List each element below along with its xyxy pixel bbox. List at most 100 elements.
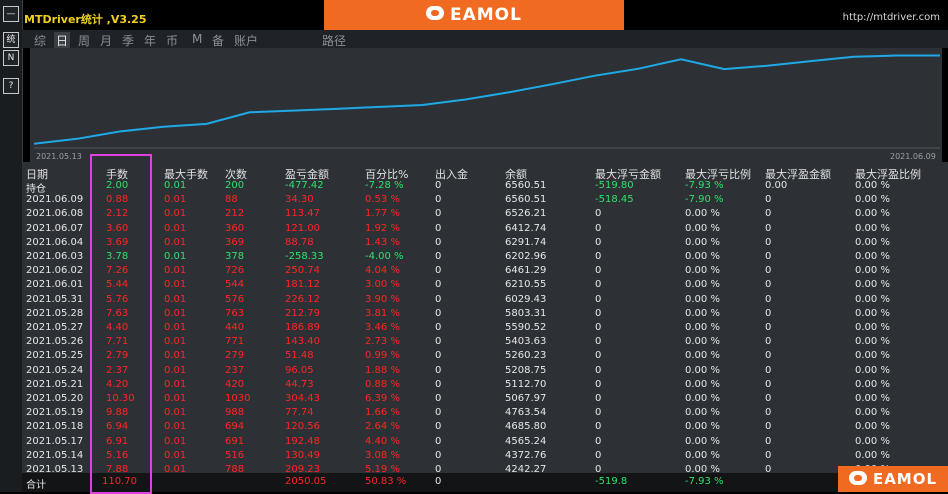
header-max-lots[interactable]: 最大手数 [164,168,208,181]
total-lots: 110.70 [102,476,137,487]
header-pnl[interactable]: 盈亏金额 [285,168,329,181]
cell-lots: 9.88 [106,407,129,419]
cell-date: 2021.05.28 [26,307,84,319]
cell-max-float-profit-pct: 0.00 % [855,350,890,362]
tab-day[interactable]: 日 [54,32,71,49]
cell-max-float-loss: 0 [595,336,602,348]
n-button[interactable]: N [3,50,19,66]
cell-count: 420 [225,378,245,390]
cell-pnl: 51.48 [285,350,314,362]
tab-year[interactable]: 年 [144,34,157,48]
cell-pnl: 186.89 [285,322,320,333]
cell-balance: 6291.74 [505,236,547,248]
header-pct[interactable]: 百分比% [365,168,409,181]
cell-max-lots: 0.01 [164,322,187,333]
cell-max-float-profit-pct: 0.00 % [855,336,890,348]
header-balance[interactable]: 余额 [505,168,527,181]
cell-max-float-loss: 0 [595,350,602,362]
stats-button[interactable]: 统 [3,32,19,48]
cell-pnl: 226.12 [285,293,320,305]
cell-date: 2021.06.04 [26,236,84,248]
cell-max-float-loss-pct: 0.00 % [685,208,720,220]
cell-io: 0 [435,293,442,305]
cell-max-float-profit-pct: 0.00 % [855,265,890,277]
cell-lots: 4.20 [106,378,129,390]
cell-max-float-profit-pct: 0.00 % [855,236,890,248]
cell-count: 516 [225,449,245,461]
cell-max-float-profit-pct: 0.00 % [855,208,890,220]
cell-count: 212 [225,208,245,220]
cell-max-float-loss: 0 [595,435,602,447]
cell-count: 726 [225,265,245,277]
help-button[interactable]: ? [3,78,19,94]
cell-max-float-loss: 0 [595,449,602,461]
cell-balance: 4763.54 [505,407,547,419]
cell-max-lots: 0.01 [164,336,187,348]
cell-max-float-profit-pct: 0.00 % [855,364,890,376]
cell-max-float-profit-pct: 0.00 % [855,393,890,404]
chart-start-date: 2021.05.13 [36,152,82,161]
header-max-float-loss[interactable]: 最大浮亏金额 [595,168,661,181]
cell-pnl: 250.74 [285,265,320,277]
cell-lots: 3.78 [106,251,129,262]
cell-max-float-loss-pct: 0.00 % [685,265,720,277]
cell-max-float-loss: 0 [595,393,602,404]
tab-overview[interactable]: 综 [34,34,47,48]
cell-balance: 5112.70 [505,378,547,390]
cell-max-float-profit: 0 [765,449,772,461]
cell-date: 2021.05.13 [26,464,84,475]
cell-count: 691 [225,435,245,447]
cell-count: 237 [225,364,245,376]
cell-pnl: 121.00 [285,222,320,234]
window-title: MTDriver统计 ,V3.25 [24,13,147,26]
cell-max-float-loss-pct: 0.00 % [685,364,720,376]
cell-count: 378 [225,251,245,262]
tab-m[interactable]: M [192,32,203,46]
cell-pct: 1.88 % [365,364,400,376]
cell-pct: 1.43 % [365,236,400,248]
cell-count: 279 [225,350,245,362]
tab-path[interactable]: 路径 [322,34,347,48]
tab-notes[interactable]: 备 [212,34,225,48]
tab-month[interactable]: 月 [100,34,113,48]
header-max-float-loss-pct[interactable]: 最大浮亏比例 [685,168,751,181]
cell-max-float-profit: 0 [765,208,772,220]
cell-count: 440 [225,322,245,333]
cell-pnl: 77.74 [285,407,314,419]
cell-lots: 6.91 [106,435,129,447]
header-max-float-profit-pct[interactable]: 最大浮盈比例 [855,168,921,181]
cell-max-float-profit-pct: 0.00 % [855,251,890,262]
cell-lots: 5.44 [106,279,129,291]
cell-max-lots: 0.01 [164,307,187,319]
header-date[interactable]: 日期 [26,168,48,181]
minimize-button[interactable]: — [3,6,19,22]
website-link[interactable]: http://mtdriver.com [842,12,940,23]
cell-balance: 5208.75 [505,364,547,376]
header-lots[interactable]: 手数 [106,168,128,181]
tab-bar: 综 日 周 月 季 年 币 M 备 账户 路径 [22,30,948,49]
cell-count: 788 [225,464,245,475]
cell-max-float-loss-pct: 0.00 % [685,464,720,475]
brand-watermark-bottom: EAMOL [838,466,948,492]
cell-pnl: 120.56 [285,421,320,433]
header-io[interactable]: 出入金 [435,168,468,181]
cell-count: 369 [225,236,245,248]
header-max-float-profit[interactable]: 最大浮盈金额 [765,168,831,181]
tab-quarter[interactable]: 季 [122,34,135,48]
brand-watermark-top: EAMOL [324,0,624,30]
cell-max-lots: 0.01 [164,449,187,461]
cell-max-float-profit: 0 [765,435,772,447]
cell-pct: 0.99 % [365,350,400,362]
cell-max-float-profit-pct: 0.00 % [855,293,890,305]
cell-pct: 2.73 % [365,336,400,348]
cell-lots: 2.79 [106,350,129,362]
tab-week[interactable]: 周 [78,34,91,48]
tab-account[interactable]: 账户 [234,34,259,48]
cell-max-float-loss-pct: 0.00 % [685,279,720,291]
cell-max-lots: 0.01 [164,265,187,277]
cell-balance: 6526.21 [505,208,547,220]
tab-currency[interactable]: 币 [166,34,179,48]
cell-max-float-profit-pct: 0.00 % [855,307,890,319]
cell-max-lots: 0.01 [164,435,187,447]
header-count[interactable]: 次数 [225,168,247,181]
